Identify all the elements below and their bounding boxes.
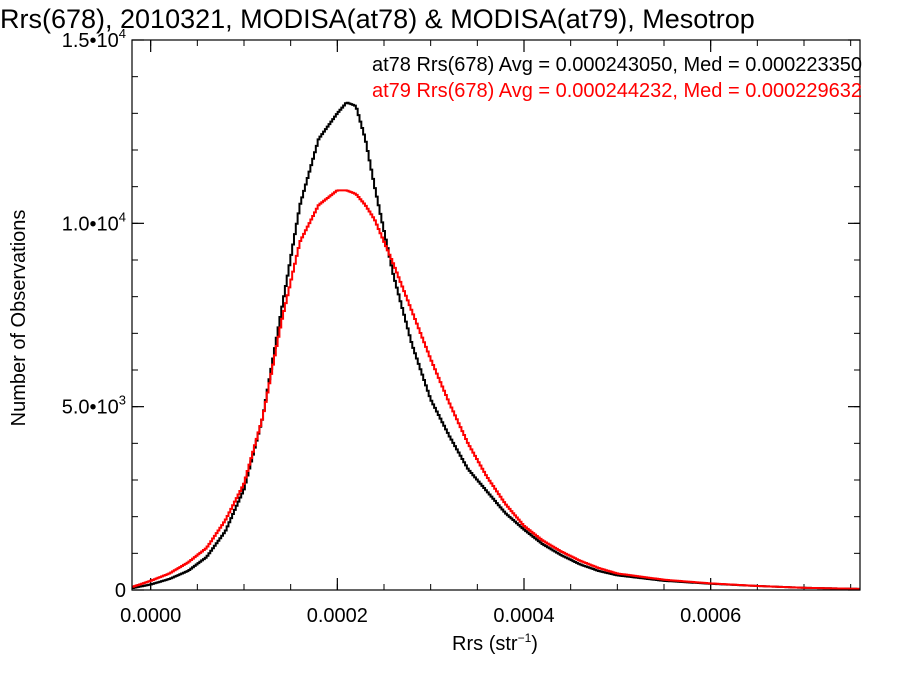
x-axis-label-text: Rrs (str [452, 633, 518, 655]
x-tick-label: 0.0002 [307, 605, 368, 627]
y-tick-label: 0 [115, 580, 126, 602]
y-tick-label-base: 1.0•10 [62, 213, 119, 235]
y-tick-label-base: 1.5•10 [62, 30, 119, 52]
chart-title: Rrs(678), 2010321, MODISA(at78) & MODISA… [0, 4, 755, 34]
x-tick-label: 0.0000 [120, 605, 181, 627]
legend-entry-at79: at79 Rrs(678) Avg = 0.000244232, Med = 0… [372, 80, 862, 102]
axis-ticks: 0.0000 0.0002 0.0004 0.000605.0•1031.0•1041… [62, 26, 860, 627]
x-axis-label-close: ) [531, 633, 538, 655]
y-tick-label-base: 5.0•10 [62, 397, 119, 419]
plot-frame [131, 39, 861, 591]
y-tick-label: 5.0•103 [62, 393, 126, 419]
y-tick-label: 1.0•104 [62, 209, 126, 235]
x-tick-label: 0.0006 [680, 605, 741, 627]
y-tick-label: 1.5•104 [62, 26, 126, 52]
y-axis-label: Number of Observations [8, 210, 30, 427]
series-line-at79 [132, 189, 860, 590]
x-axis-label: Rrs (str−1) [452, 631, 538, 655]
y-tick-label-exponent: 4 [119, 26, 126, 41]
y-tick-label-exponent: 3 [119, 393, 126, 408]
x-tick-label: 0.0004 [493, 605, 554, 627]
series-layer [132, 101, 860, 590]
x-axis-label-superscript: −1 [518, 631, 532, 645]
legend-entry-at78: at78 Rrs(678) Avg = 0.000243050, Med = 0… [372, 54, 862, 76]
y-tick-label-base: 0 [115, 580, 126, 602]
y-tick-label-exponent: 4 [119, 209, 126, 224]
